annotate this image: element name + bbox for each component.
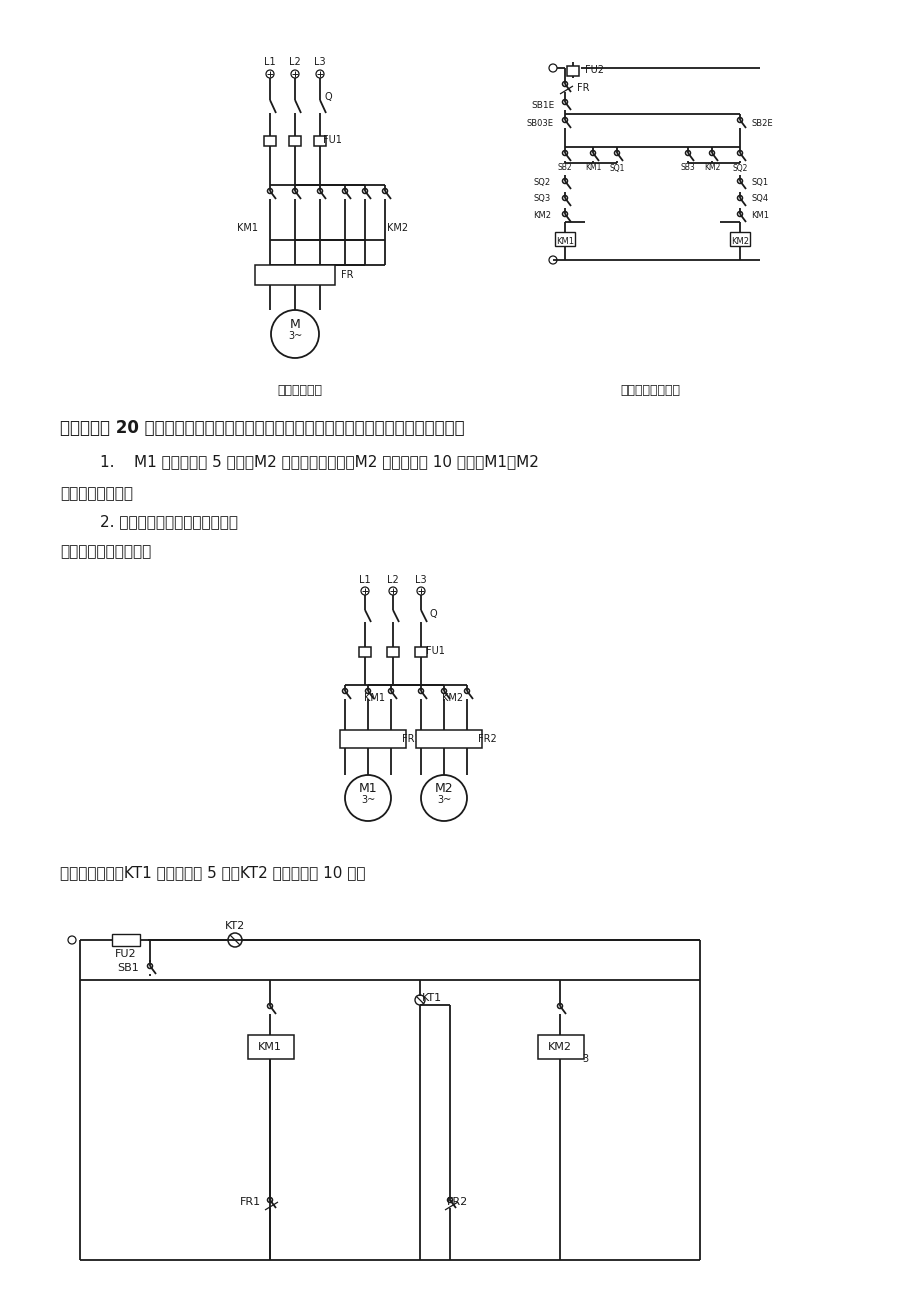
Text: L1: L1 [264, 57, 276, 66]
Text: L3: L3 [414, 575, 426, 585]
Text: KM1: KM1 [750, 211, 768, 220]
Bar [340, 730, 405, 749]
Text: SQ2: SQ2 [732, 164, 747, 172]
Bar [554, 232, 574, 246]
Text: KM1: KM1 [584, 164, 600, 172]
Bar [387, 647, 399, 658]
Text: L3: L3 [314, 57, 325, 66]
Text: 3: 3 [582, 1055, 587, 1064]
Text: KM2: KM2 [387, 223, 408, 233]
Text: 【解】：主电路如下：: 【解】：主电路如下： [60, 544, 151, 560]
Text: SB2E: SB2E [751, 120, 772, 129]
Text: KM2: KM2 [548, 1042, 572, 1052]
Text: M2: M2 [434, 783, 453, 796]
Text: 3~: 3~ [437, 796, 450, 805]
Text: KM1: KM1 [364, 693, 385, 703]
Text: FR: FR [340, 270, 353, 280]
Text: Q: Q [323, 92, 332, 102]
Text: 控制电路如下：KT1 延时时间为 5 秒，KT2 延时时间为 10 秒。: 控制电路如下：KT1 延时时间为 5 秒，KT2 延时时间为 10 秒。 [60, 866, 365, 880]
Bar [313, 135, 325, 146]
Text: SB3: SB3 [680, 164, 695, 172]
Text: 1.    M1 电动机启动 5 秒后，M2 电动机自行起动；M2 电动机停止 10 秒后，M1、M2: 1. M1 电动机启动 5 秒后，M2 电动机自行起动；M2 电动机停止 10 … [100, 454, 539, 470]
Bar [729, 232, 749, 246]
Text: 主电路原理图: 主电路原理图 [278, 384, 323, 397]
Text: 控制电路的原理图: 控制电路的原理图 [619, 384, 679, 397]
Text: KM2: KM2 [703, 164, 720, 172]
Text: KM2: KM2 [731, 237, 748, 246]
Text: SB1: SB1 [117, 963, 139, 973]
Text: FR2: FR2 [447, 1197, 468, 1207]
Text: M1: M1 [358, 783, 377, 796]
Text: SB2: SB2 [557, 164, 572, 172]
Text: FU1: FU1 [323, 135, 341, 145]
Text: 3~: 3~ [288, 331, 301, 341]
Text: KM1: KM1 [555, 237, 573, 246]
Bar [566, 66, 578, 76]
Text: FR: FR [576, 83, 588, 92]
Text: L2: L2 [387, 575, 399, 585]
Text: SQ1: SQ1 [751, 178, 767, 187]
Text: M: M [289, 319, 300, 332]
Text: Q: Q [429, 609, 437, 618]
Text: FU2: FU2 [115, 949, 137, 960]
Text: FU1: FU1 [425, 646, 444, 656]
Bar [414, 647, 426, 658]
Bar [538, 1035, 584, 1059]
Text: KM1: KM1 [237, 223, 258, 233]
Text: 2. 有短路保护、过载保护功能。: 2. 有短路保护、过载保护功能。 [100, 514, 238, 530]
Bar [289, 135, 301, 146]
Text: FR1: FR1 [402, 734, 420, 743]
Text: KT2: KT2 [224, 921, 244, 931]
Bar [112, 934, 140, 947]
Text: KM1: KM1 [258, 1042, 281, 1052]
Bar [415, 730, 482, 749]
Text: FU2: FU2 [584, 65, 604, 76]
Text: FR1: FR1 [239, 1197, 260, 1207]
Bar [264, 135, 276, 146]
Text: 电动机全部停止；: 电动机全部停止； [60, 487, 133, 501]
Text: SQ3: SQ3 [533, 194, 550, 203]
Text: 六、（满分 20 分）试设计两台三相异步电动机的顺序起停的控制线路。具体要求如下：: 六、（满分 20 分）试设计两台三相异步电动机的顺序起停的控制线路。具体要求如下… [60, 419, 464, 437]
Bar [255, 266, 335, 285]
Text: SQ1: SQ1 [608, 164, 624, 172]
Text: SQ4: SQ4 [751, 194, 767, 203]
Text: SB1E: SB1E [531, 102, 554, 111]
Bar [248, 1035, 294, 1059]
Text: FR2: FR2 [477, 734, 496, 743]
Text: L1: L1 [358, 575, 370, 585]
Text: L2: L2 [289, 57, 301, 66]
Text: KM2: KM2 [532, 211, 550, 220]
Text: 3~: 3~ [360, 796, 375, 805]
Text: SB03E: SB03E [526, 120, 553, 129]
Text: KT1: KT1 [422, 993, 442, 1003]
Text: SQ2: SQ2 [533, 178, 550, 187]
Bar [358, 647, 370, 658]
Text: KM2: KM2 [442, 693, 463, 703]
